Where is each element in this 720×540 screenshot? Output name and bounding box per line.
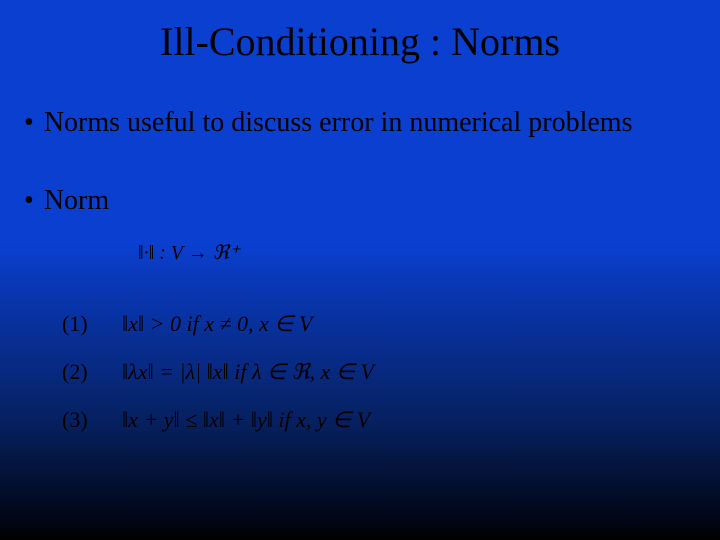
bullet-list: • Norms useful to discuss error in numer… bbox=[24, 106, 696, 226]
axiom-body: ‖x + y‖ ≤ ‖x‖ + ‖y‖ if x, y ∈ V bbox=[122, 396, 370, 444]
axiom-body: ‖λx‖ = |λ| ‖x‖ if λ ∈ ℜ, x ∈ V bbox=[122, 348, 374, 396]
axiom-row: (3) ‖x + y‖ ≤ ‖x‖ + ‖y‖ if x, y ∈ V bbox=[62, 396, 374, 444]
axiom-body: ‖x‖ > 0 if x ≠ 0, x ∈ V bbox=[122, 300, 312, 348]
axiom-row: (2) ‖λx‖ = |λ| ‖x‖ if λ ∈ ℜ, x ∈ V bbox=[62, 348, 374, 396]
bullet-item: • Norm bbox=[24, 184, 696, 218]
axiom-number: (3) bbox=[62, 396, 122, 444]
slide: Ill-Conditioning : Norms • Norms useful … bbox=[0, 0, 720, 540]
bullet-dot-icon: • bbox=[24, 184, 34, 218]
slide-title: Ill-Conditioning : Norms bbox=[0, 18, 720, 65]
axiom-row: (1) ‖x‖ > 0 if x ≠ 0, x ∈ V bbox=[62, 300, 374, 348]
axiom-list: (1) ‖x‖ > 0 if x ≠ 0, x ∈ V (2) ‖λx‖ = |… bbox=[62, 300, 374, 444]
bullet-text: Norm bbox=[44, 184, 109, 218]
bullet-dot-icon: • bbox=[24, 106, 34, 140]
bullet-item: • Norms useful to discuss error in numer… bbox=[24, 106, 696, 140]
norm-definition: ‖·‖ : V → ℜ⁺ bbox=[138, 240, 240, 265]
bullet-text: Norms useful to discuss error in numeric… bbox=[44, 106, 633, 140]
axiom-number: (1) bbox=[62, 300, 122, 348]
axiom-number: (2) bbox=[62, 348, 122, 396]
